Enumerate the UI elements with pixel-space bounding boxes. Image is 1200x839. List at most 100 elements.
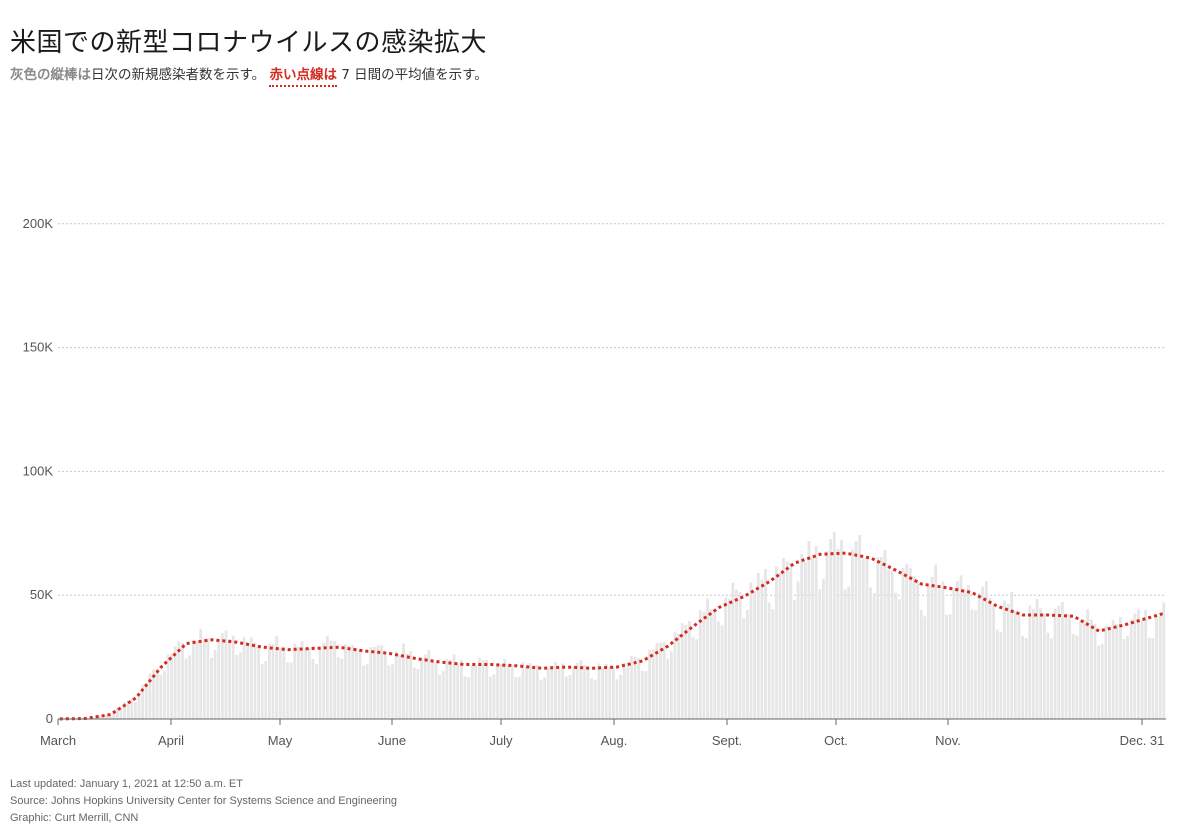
daily-cases-bar <box>1129 619 1133 719</box>
daily-cases-bar <box>228 639 231 719</box>
daily-cases-bar <box>554 661 557 719</box>
daily-cases-bar <box>383 653 387 719</box>
daily-cases-bar <box>843 589 847 719</box>
daily-cases-bar <box>829 539 833 719</box>
daily-cases-bar <box>883 549 887 719</box>
x-tick-label: Sept. <box>712 733 742 748</box>
y-tick-label: 0 <box>46 711 53 726</box>
daily-cases-bar <box>695 639 699 719</box>
daily-cases-bar <box>296 646 300 719</box>
daily-cases-bar <box>785 561 789 719</box>
daily-cases-bar <box>793 600 796 719</box>
daily-cases-bar <box>470 665 474 719</box>
daily-cases-bar <box>119 706 123 719</box>
daily-cases-bar <box>123 702 126 719</box>
daily-cases-bar <box>434 662 438 719</box>
daily-cases-bar <box>325 636 329 719</box>
daily-cases-bar <box>568 675 572 719</box>
daily-cases-bar <box>376 645 380 719</box>
daily-cases-bar <box>655 642 659 719</box>
daily-cases-bar <box>105 714 108 719</box>
chart-title: 米国での新型コロナウイルスの感染拡大 <box>10 28 488 58</box>
daily-cases-bar <box>137 695 141 719</box>
gridlines <box>58 223 1166 596</box>
daily-cases-bar <box>257 646 260 719</box>
daily-cases-bar <box>1111 619 1115 719</box>
daily-cases-bar <box>597 663 601 719</box>
daily-cases-bar <box>923 616 927 719</box>
daily-cases-bar <box>872 593 876 719</box>
subtitle-bars-key: 灰色の縦棒は <box>10 67 91 83</box>
daily-cases-bar <box>260 664 264 719</box>
daily-cases-bar <box>130 699 134 719</box>
footer-updated: Last updated: January 1, 2021 at 12:50 a… <box>10 778 243 790</box>
subtitle-line-key: 赤い点線は <box>269 67 337 87</box>
daily-cases-bar <box>300 641 304 719</box>
daily-cases-bar <box>988 598 992 719</box>
daily-cases-bar <box>720 625 724 719</box>
daily-cases-bar <box>677 633 680 719</box>
daily-cases-bar <box>858 535 862 719</box>
daily-cases-bar <box>108 714 112 719</box>
daily-cases-bar <box>1042 613 1046 719</box>
daily-cases-bar <box>181 642 184 719</box>
daily-cases-bar <box>1100 644 1104 719</box>
daily-cases-bar <box>807 540 811 719</box>
daily-cases-bar <box>564 676 568 719</box>
daily-cases-bar <box>731 582 735 719</box>
daily-cases-bar <box>822 579 825 719</box>
daily-cases-bar <box>836 548 840 719</box>
daily-cases-bar <box>206 638 210 719</box>
daily-cases-bar <box>1104 626 1108 719</box>
chart-subtitle: 灰色の縦棒は日次の新規感染者数を示す。 赤い点線は 7 日間の平均値を示す。 <box>10 63 488 87</box>
daily-cases-bar <box>1126 636 1129 719</box>
daily-cases-bar <box>916 581 919 719</box>
daily-cases-bar <box>1060 601 1064 719</box>
daily-cases-bar <box>1122 638 1126 719</box>
daily-cases-bar <box>742 618 746 719</box>
daily-cases-bar <box>648 649 652 719</box>
daily-cases-bar <box>202 638 206 719</box>
daily-cases-bar <box>510 664 514 719</box>
daily-cases-bar <box>315 664 318 719</box>
x-tick-label: Dec. 31 <box>1120 733 1165 748</box>
daily-cases-bar <box>778 572 782 719</box>
daily-cases-bar <box>184 658 188 719</box>
daily-cases-bar <box>358 648 362 719</box>
daily-cases-bar <box>604 664 608 719</box>
daily-cases-bar <box>340 658 344 719</box>
daily-cases-bar <box>713 611 717 719</box>
daily-cases-bar <box>901 567 905 719</box>
daily-cases-bar <box>669 651 673 719</box>
daily-cases-bar <box>818 589 822 719</box>
x-tick-label: May <box>268 733 293 748</box>
daily-cases-bar <box>789 562 793 719</box>
daily-cases-bar <box>586 667 590 719</box>
daily-cases-bar <box>322 642 326 719</box>
daily-cases-bar <box>499 664 503 719</box>
daily-cases-bar <box>401 643 405 719</box>
daily-cases-bar <box>126 701 130 719</box>
daily-cases-bar <box>289 662 293 719</box>
daily-cases-bar <box>706 598 709 719</box>
daily-cases-bar <box>898 599 901 719</box>
daily-cases-bar <box>354 648 358 719</box>
daily-cases-bar <box>919 610 923 719</box>
daily-cases-bar <box>1082 619 1086 719</box>
daily-cases-bar <box>673 632 677 719</box>
daily-cases-bar <box>1071 634 1075 719</box>
daily-cases-bar <box>449 659 452 719</box>
daily-cases-bar <box>637 658 641 719</box>
daily-cases-bar <box>622 663 626 719</box>
daily-cases-bar <box>1028 605 1032 719</box>
daily-cases-bar <box>304 647 308 719</box>
daily-cases-bar <box>210 658 213 719</box>
y-tick-label: 100K <box>23 463 54 478</box>
daily-cases-bar <box>735 589 738 719</box>
daily-cases-bar <box>286 662 289 719</box>
daily-cases-bar <box>659 642 662 719</box>
daily-cases-bar <box>633 656 637 719</box>
daily-cases-bar <box>572 666 575 719</box>
daily-cases-bar <box>246 643 250 719</box>
daily-cases-bar <box>774 566 778 719</box>
